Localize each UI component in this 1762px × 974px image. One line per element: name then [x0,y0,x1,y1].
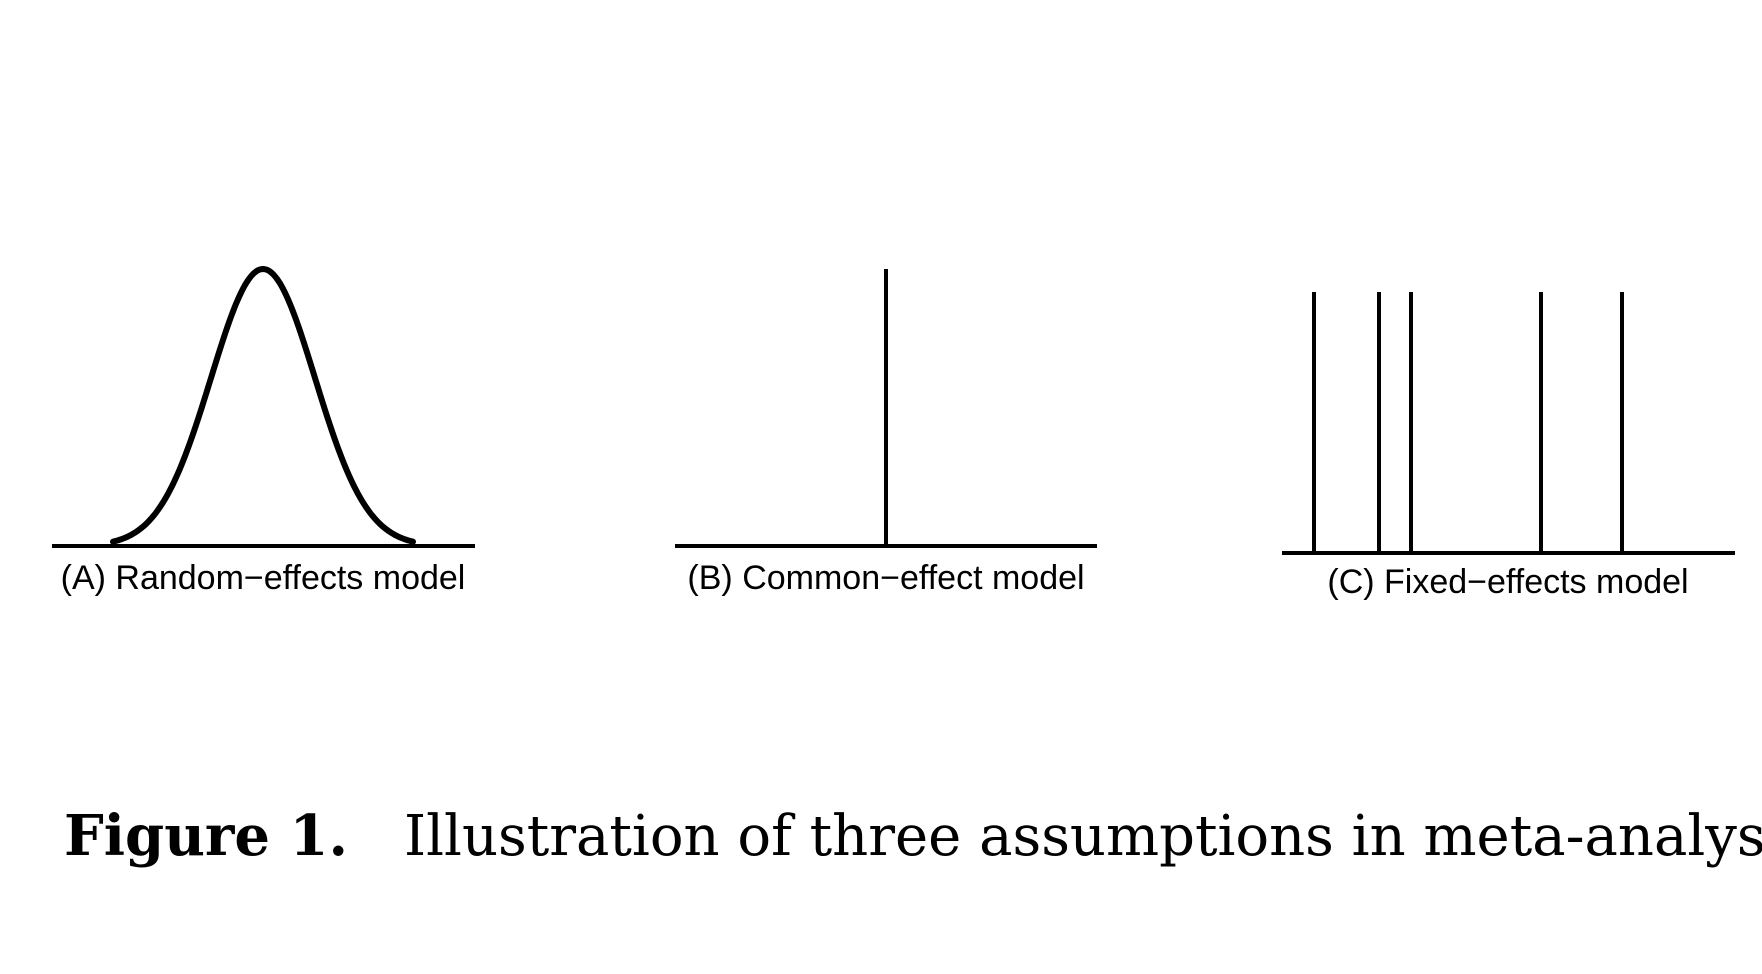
panel-fixed-effects: (C) Fixed−effects model [1282,292,1735,601]
panel-c-label: (C) Fixed−effects model [1327,563,1688,601]
panel-a-normal-curve [110,266,416,545]
caption-text: Illustration of three assumptions in met… [404,804,1762,869]
panel-b-label: (B) Common−effect model [687,559,1084,597]
panel-random-effects: (A) Random−effects model [52,266,475,597]
figure-caption: Figure 1. Illustration of three assumptio… [64,808,1762,865]
panel-a-label: (A) Random−effects model [61,559,466,597]
panel-common-effect: (B) Common−effect model [675,269,1097,597]
caption-label: Figure 1. [64,803,348,869]
